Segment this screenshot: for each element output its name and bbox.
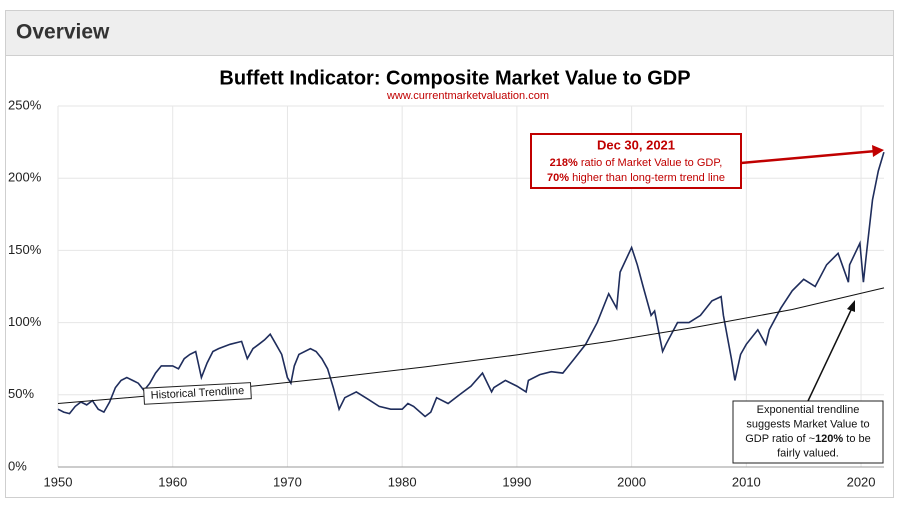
note-text: GDP ratio of ~ [745,433,815,445]
callout-text: 70% [547,172,569,184]
chart-title: Buffett Indicator: Composite Market Valu… [219,67,690,89]
note-arrowhead [847,300,855,312]
grid [57,105,884,468]
y-tick-label: 50% [8,386,34,401]
x-tick-label: 1980 [388,474,417,489]
callout-arrow [740,149,877,165]
note-text: fairly valued. [777,447,839,459]
note-text: Exponential trendline [757,404,860,416]
note-box [732,400,884,464]
x-tick-label: 2000 [617,474,646,489]
chart-subtitle: www.currentmarketvaluation.com [386,90,549,102]
callout-box [530,133,742,189]
note-arrow [807,307,853,402]
note-text: suggests Market Value to [746,418,869,430]
note-line: Exponential trendline [757,404,860,416]
x-tick-label: 1950 [44,474,73,489]
note-line: GDP ratio of ~120% to be [745,433,870,445]
annotations: Dec 30, 2021 218% ratio of Market Value t… [530,133,884,464]
y-tick-label: 150% [8,242,42,257]
note-text: 120% [815,433,843,445]
x-tick-label: 1970 [273,474,302,489]
x-tick-label: 2010 [732,474,761,489]
header-title: Overview [16,21,110,44]
callout-title: Dec 30, 2021 [597,137,675,152]
callout-text: ratio of Market Value to GDP, [578,157,723,169]
callout-text: higher than long-term trend line [569,172,725,184]
callout-line: 70% higher than long-term trend line [547,172,725,184]
callout-text: 218% [550,157,578,169]
note-line: fairly valued. [777,447,839,459]
y-tick-label: 0% [8,458,27,473]
x-tick-label: 1990 [502,474,531,489]
y-tick-label: 100% [8,314,42,329]
note-line: suggests Market Value to [746,418,869,430]
trend-label-box [143,382,252,405]
y-tick-label: 200% [8,170,42,185]
data-line [57,151,885,418]
y-tick-label: 250% [8,97,42,112]
note-text: to be [843,433,871,445]
trend-label: Historical Trendline [143,382,252,405]
trend-label-text: Historical Trendline [150,385,244,402]
callout-arrowhead [872,145,884,157]
callout-line: 218% ratio of Market Value to GDP, [550,157,723,169]
x-tick-label: 1960 [158,474,187,489]
x-tick-label: 2020 [847,474,876,489]
card-header [6,11,893,55]
